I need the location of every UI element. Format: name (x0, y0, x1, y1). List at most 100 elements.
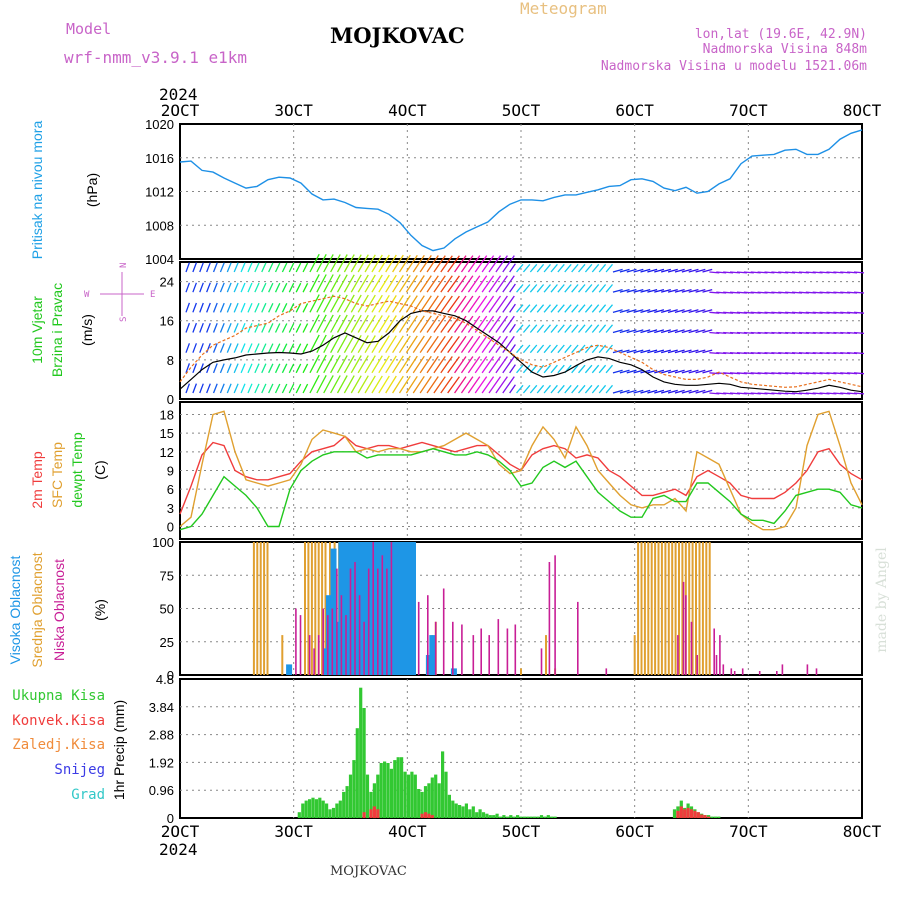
precip-bar (430, 777, 434, 818)
wind-arrow (226, 282, 232, 293)
wind-arrow (667, 288, 678, 293)
wind-arrow (474, 295, 488, 313)
wind-arrow (612, 268, 623, 273)
wind-arrow (661, 369, 671, 374)
wind-arrow (364, 254, 376, 273)
wind-arrow (323, 334, 334, 353)
wind-arrow (681, 349, 692, 354)
wind-arrow (522, 304, 531, 313)
wind-arrow (633, 288, 644, 293)
wind-arrow (702, 329, 713, 334)
cloud-bar (327, 615, 329, 675)
wind-arrow (302, 383, 309, 394)
wind-arrow (392, 274, 404, 293)
time-label-bottom: 4OCT (388, 822, 427, 841)
precip-bar (481, 812, 486, 818)
precip-bar (335, 803, 339, 818)
wind-arrow (302, 303, 309, 313)
cloud-bar (681, 542, 684, 675)
wind-arrow (371, 335, 383, 354)
precip-bar (437, 783, 441, 819)
y-tick-label: 3 (167, 501, 174, 516)
wind-arrow (392, 295, 404, 313)
wind-arrow (605, 284, 613, 293)
cloud-bar (425, 655, 432, 675)
compass-west: W (84, 290, 90, 300)
wind-arrow (274, 363, 281, 374)
wind-arrow (261, 262, 267, 273)
wind-arrow (536, 344, 545, 354)
wind-arrow (199, 322, 204, 333)
cloud-bar (331, 608, 334, 675)
credit-watermark: made by Angel (874, 547, 890, 653)
precip-bar (689, 809, 694, 818)
wind-arrow (336, 274, 348, 293)
precip-bar (427, 783, 431, 819)
precip-bar (458, 805, 462, 818)
wind-arrow (654, 268, 665, 273)
time-label-bottom: 7OCT (729, 822, 768, 841)
wind-arrow (591, 364, 600, 374)
precip-bar (502, 815, 506, 818)
wind-arrow (426, 275, 439, 293)
wind-arrow (426, 376, 439, 394)
y-tick-label: 1008 (145, 218, 174, 233)
wind-arrow (274, 383, 281, 394)
cloud-bar (321, 542, 324, 675)
wind-arrow (640, 268, 651, 273)
wind-arrow (688, 288, 699, 293)
wind-arrow (185, 343, 191, 353)
precip-bar (693, 810, 697, 818)
wind-direction-legend: N E W S (84, 263, 155, 322)
wind-arrow (212, 302, 218, 313)
wind-arrow (460, 295, 474, 313)
precip-bar (406, 774, 411, 818)
cloud-bar (410, 542, 416, 675)
wind-arrow (440, 295, 453, 313)
wind-arrow (185, 383, 191, 394)
wind-arrow (605, 324, 613, 333)
wind-arrow (405, 355, 418, 374)
cloud-bar (427, 595, 429, 675)
wind-arrow (309, 314, 320, 333)
precip-bar (321, 800, 325, 818)
wind-arrow (206, 262, 211, 273)
wind-arrow (343, 355, 355, 374)
wind-arrow (626, 329, 637, 334)
wind-arrow (426, 335, 439, 354)
cloud-bar (299, 615, 302, 675)
wind-arrow (254, 363, 260, 374)
wind-arrow (302, 283, 309, 293)
wind-arrow (598, 344, 607, 354)
elevation-text: Nadmorska Visina 848m (703, 42, 868, 57)
cloud-bar (399, 542, 406, 675)
wind-arrow (330, 334, 341, 353)
wind-arrow (274, 262, 281, 273)
time-axis-bottom: 2OCT 3OCT 4OCT 5OCT 6OCT 7OCT 8OCT (161, 822, 882, 841)
cloud-bar (647, 542, 650, 675)
wind-arrow (853, 331, 865, 335)
wind-arrow (240, 383, 246, 394)
y-tick-label: 0 (167, 392, 174, 407)
wind-arrow (233, 282, 239, 293)
wind-arrow (302, 363, 309, 374)
precip-bar (423, 812, 428, 818)
model-name: wrf-nmm_v3.9.1 e1km (64, 48, 247, 67)
wind-arrow (254, 383, 260, 394)
time-label-top: 2OCT (161, 101, 200, 120)
cloud-bar (654, 542, 657, 675)
precip-bar (703, 815, 707, 818)
wind-arrow (633, 369, 644, 374)
precip-bar (420, 813, 424, 818)
precip-bar (550, 816, 554, 818)
wind-arrow (281, 343, 288, 353)
wind-arrow (688, 309, 699, 313)
wind-arrow (378, 375, 390, 394)
wind-arrow (467, 315, 481, 333)
wind-arrow (371, 355, 383, 374)
wind-arrow (240, 302, 246, 313)
wind-arrow (330, 354, 341, 374)
cloud-bar (396, 542, 403, 675)
wind-arrow (288, 363, 295, 374)
